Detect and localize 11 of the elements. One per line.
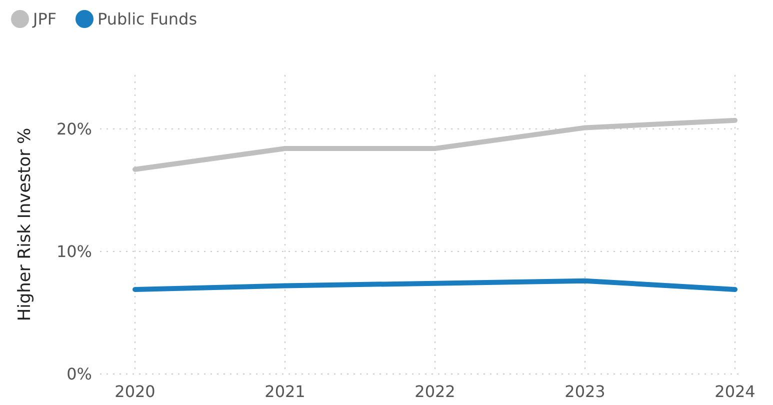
x-tick-label: 2020: [114, 382, 156, 401]
y-tick-label: 0%: [66, 364, 92, 384]
y-tick-label: 20%: [56, 120, 92, 139]
legend-label: Public Funds: [98, 10, 198, 29]
x-tick-label: 2023: [564, 382, 606, 401]
x-tick-label: 2022: [414, 382, 456, 401]
x-tick-label: 2021: [264, 382, 306, 401]
x-tick-label: 2024: [714, 382, 756, 401]
y-tick-label: 10%: [56, 242, 92, 262]
y-axis-title: Higher Risk Investor %: [15, 128, 35, 322]
legend-label: JPF: [32, 10, 57, 29]
